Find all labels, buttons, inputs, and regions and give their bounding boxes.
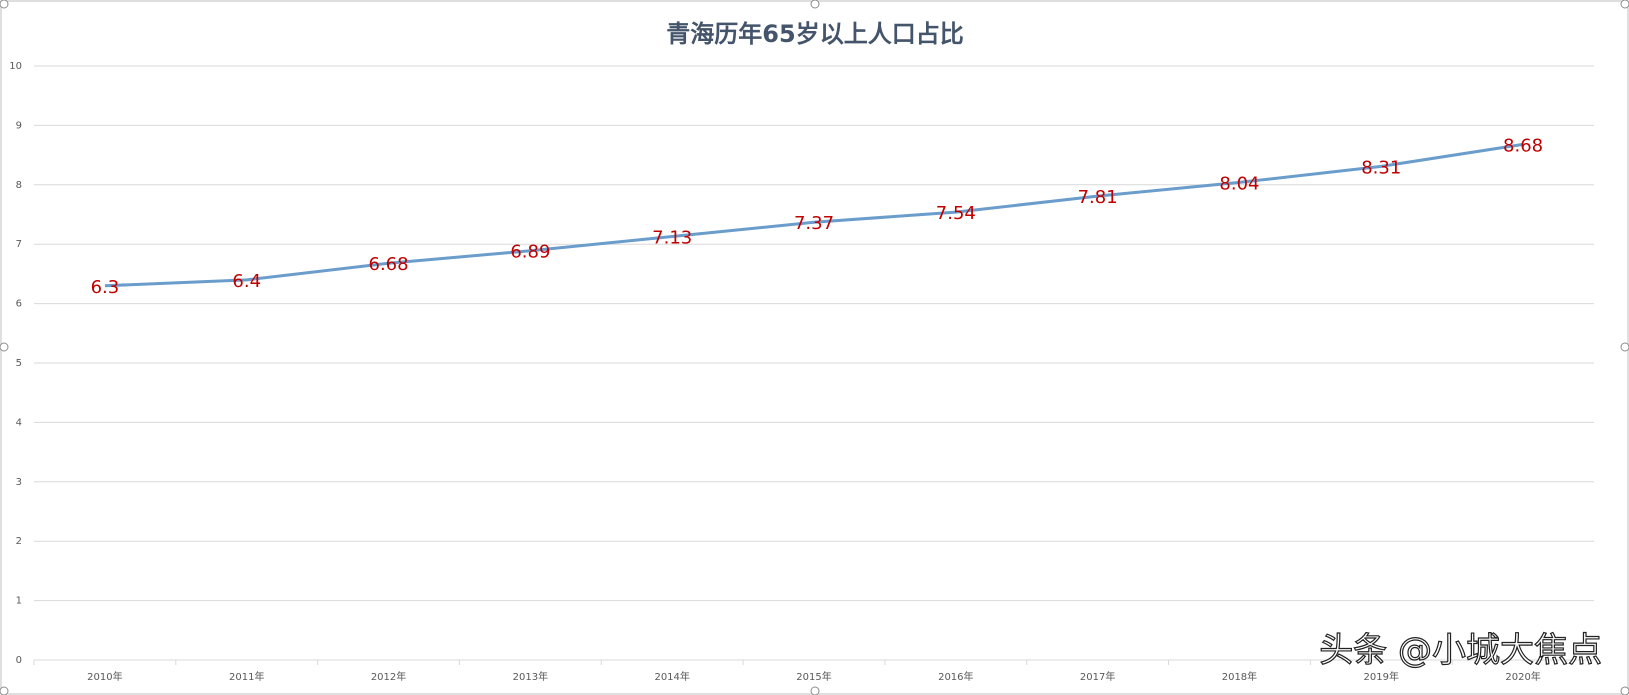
data-label: 6.3 xyxy=(91,277,120,298)
x-tick-label: 2016年 xyxy=(938,670,973,683)
x-tick-label: 2013年 xyxy=(513,670,548,683)
y-tick-label: 0 xyxy=(16,655,22,666)
data-label: 6.89 xyxy=(510,242,550,263)
x-tick-label: 2020年 xyxy=(1505,670,1540,683)
data-label: 6.4 xyxy=(232,271,261,292)
x-tick-label: 2019年 xyxy=(1364,670,1399,683)
y-tick-label: 7 xyxy=(16,239,22,250)
y-tick-label: 6 xyxy=(16,299,22,310)
data-label: 7.81 xyxy=(1078,187,1118,208)
y-tick-label: 9 xyxy=(16,120,22,131)
data-label: 7.13 xyxy=(652,227,692,248)
y-tick-label: 5 xyxy=(16,358,22,369)
y-tick-label: 3 xyxy=(16,477,22,488)
data-label: 7.54 xyxy=(936,203,976,224)
y-tick-label: 2 xyxy=(16,536,22,547)
data-label: 8.04 xyxy=(1219,173,1259,194)
x-tick-label: 2017年 xyxy=(1080,670,1115,683)
data-label: 8.31 xyxy=(1361,157,1401,178)
y-tick-label: 4 xyxy=(16,417,22,428)
watermark: 头条 @小城大焦点 xyxy=(1319,631,1602,671)
x-tick-label: 2012年 xyxy=(371,670,406,683)
x-tick-label: 2015年 xyxy=(796,670,831,683)
y-tick-label: 8 xyxy=(16,180,22,191)
x-tick-label: 2010年 xyxy=(87,670,122,683)
x-tick-label: 2011年 xyxy=(229,670,264,683)
y-tick-label: 10 xyxy=(9,61,22,72)
data-label: 8.68 xyxy=(1503,135,1543,156)
data-label: 6.68 xyxy=(369,254,409,275)
chart-title: 青海历年65岁以上人口占比 xyxy=(666,20,963,48)
x-tick-label: 2014年 xyxy=(654,670,689,683)
data-line xyxy=(104,142,1524,288)
x-tick-label: 2018年 xyxy=(1222,670,1257,683)
data-label: 7.37 xyxy=(794,213,834,234)
y-tick-label: 1 xyxy=(16,596,22,607)
